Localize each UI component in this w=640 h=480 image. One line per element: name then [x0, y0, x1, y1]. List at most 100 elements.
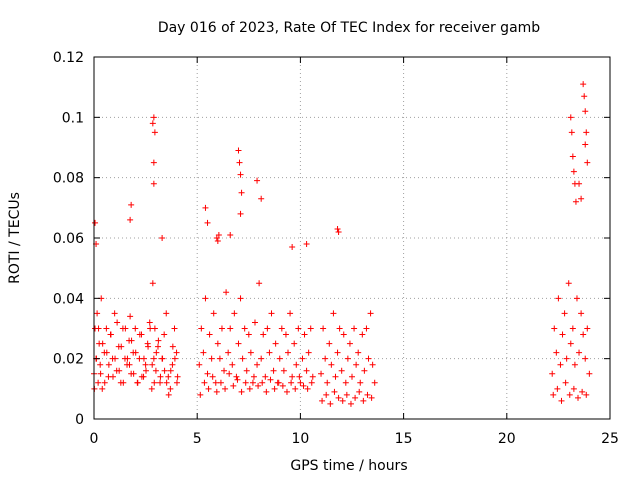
data-point-marker: [569, 153, 576, 160]
data-point-marker: [351, 325, 358, 332]
data-point-marker: [149, 280, 156, 287]
data-point-marker: [565, 280, 572, 287]
data-point-marker: [561, 310, 568, 317]
data-point-marker: [334, 225, 341, 232]
data-point-marker: [173, 349, 180, 356]
data-point-marker: [150, 180, 157, 187]
data-point-marker: [150, 355, 157, 362]
data-point-marker: [271, 385, 278, 392]
data-point-marker: [340, 331, 347, 338]
data-point-marker: [239, 355, 246, 362]
data-point-marker: [582, 355, 589, 362]
data-point-marker: [320, 325, 327, 332]
data-point-marker: [233, 373, 240, 380]
data-point-marker: [557, 361, 564, 368]
chart-title: Day 016 of 2023, Rate Of TEC Index for r…: [158, 20, 540, 36]
y-axis-title: ROTI / TECUs: [7, 192, 23, 284]
data-point-marker: [153, 349, 160, 356]
data-point-marker: [575, 394, 582, 401]
data-point-marker: [230, 382, 237, 389]
data-point-marker: [558, 397, 565, 404]
data-point-marker: [571, 361, 578, 368]
data-point-marker: [339, 397, 346, 404]
data-point-marker: [165, 373, 172, 380]
data-point-marker: [238, 388, 245, 395]
data-point-marker: [276, 355, 283, 362]
data-point-marker: [150, 114, 157, 121]
data-point-marker: [217, 379, 224, 386]
data-point-marker: [296, 373, 303, 380]
data-point-marker: [303, 367, 310, 374]
data-point-marker: [128, 337, 135, 344]
data-point-marker: [94, 310, 101, 317]
data-point-marker: [250, 373, 257, 380]
data-point-marker: [275, 379, 282, 386]
data-point-marker: [258, 355, 265, 362]
data-point-marker: [254, 361, 261, 368]
data-point-marker: [550, 391, 557, 398]
data-point-marker: [215, 231, 222, 238]
data-point-marker: [174, 373, 181, 380]
data-point-marker: [332, 373, 339, 380]
data-point-marker: [289, 244, 296, 251]
data-point-marker: [563, 355, 570, 362]
data-point-marker: [305, 349, 312, 356]
data-point-marker: [161, 331, 168, 338]
data-point-marker: [208, 355, 215, 362]
data-point-marker: [237, 171, 244, 178]
y-tick-label: 0.12: [53, 50, 84, 66]
data-point-marker: [145, 343, 152, 350]
data-point-marker: [118, 343, 125, 350]
data-point-marker: [161, 367, 168, 374]
data-point-marker: [334, 349, 341, 356]
data-point-marker: [579, 388, 586, 395]
x-axis-title: GPS time / hours: [290, 458, 407, 474]
data-point-marker: [263, 388, 270, 395]
data-point-marker: [249, 379, 256, 386]
data-point-marker: [559, 331, 566, 338]
data-point-marker: [293, 361, 300, 368]
data-point-marker: [369, 361, 376, 368]
data-point-marker: [578, 310, 585, 317]
data-point-marker: [229, 361, 236, 368]
data-point-marker: [134, 379, 141, 386]
data-point-marker: [267, 376, 274, 383]
data-point-marker: [171, 325, 178, 332]
data-point-marker: [132, 325, 139, 332]
data-point-marker: [151, 379, 158, 386]
data-point-marker: [356, 388, 363, 395]
data-point-marker: [147, 325, 154, 332]
data-point-marker: [309, 373, 316, 380]
data-point-marker: [335, 394, 342, 401]
data-point-marker: [580, 331, 587, 338]
data-point-marker: [99, 385, 106, 392]
data-point-marker: [365, 355, 372, 362]
data-point-marker: [283, 388, 290, 395]
data-point-marker: [570, 385, 577, 392]
data-point-marker: [359, 331, 366, 338]
data-point-marker: [303, 241, 310, 248]
data-point-marker: [196, 361, 203, 368]
data-point-marker: [256, 280, 263, 287]
data-point-marker: [127, 216, 134, 223]
data-point-marker: [225, 349, 232, 356]
data-point-marker: [114, 319, 121, 326]
data-point-marker: [584, 159, 591, 166]
data-point-marker: [155, 337, 162, 344]
data-point-marker: [357, 379, 364, 386]
data-point-marker: [235, 147, 242, 154]
data-point-marker: [105, 361, 112, 368]
data-point-marker: [202, 295, 209, 302]
data-point-marker: [231, 310, 238, 317]
data-point-marker: [360, 397, 367, 404]
data-point-marker: [343, 391, 350, 398]
data-point-marker: [291, 340, 298, 347]
data-point-marker: [251, 319, 258, 326]
data-point-marker: [213, 235, 220, 241]
data-point-marker: [328, 361, 335, 368]
data-point-marker: [163, 310, 170, 317]
data-point-marker: [216, 355, 223, 362]
data-point-marker: [553, 349, 560, 356]
data-point-marker: [246, 385, 253, 392]
data-point-marker: [554, 385, 561, 392]
